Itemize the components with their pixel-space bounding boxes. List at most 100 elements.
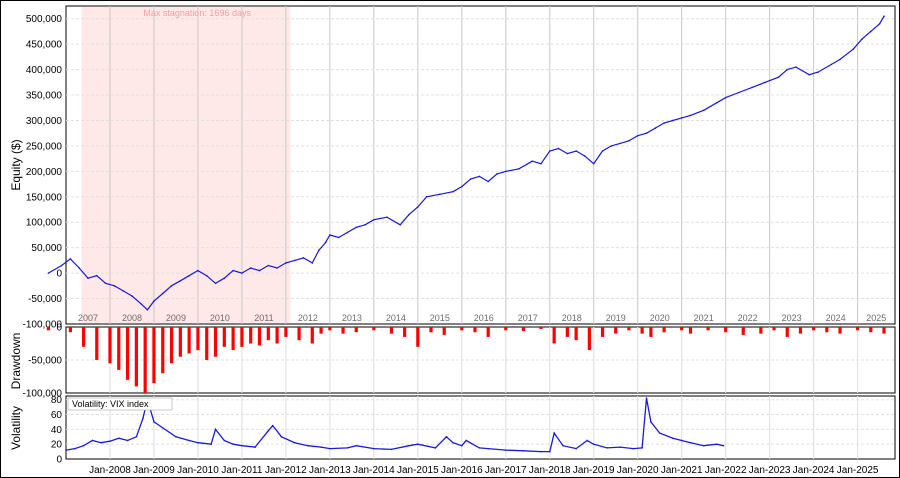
volatility-point bbox=[197, 441, 199, 444]
y-tick-label: 100,000 bbox=[26, 218, 63, 229]
equity-point bbox=[830, 63, 833, 66]
volatility-point bbox=[408, 444, 410, 447]
equity-point bbox=[496, 173, 498, 175]
equity-point bbox=[104, 282, 107, 285]
equity-point bbox=[276, 267, 278, 269]
equity-point bbox=[223, 277, 226, 280]
year-label: 2007 bbox=[78, 313, 98, 323]
drawdown-y-ticks: -100,000 -50,000 0 bbox=[23, 323, 63, 400]
equity-point bbox=[716, 101, 718, 104]
equity-point bbox=[452, 190, 454, 193]
equity-y-axis-label: Equity ($) bbox=[9, 139, 23, 190]
equity-point bbox=[78, 267, 80, 269]
volatility-grid bbox=[66, 396, 895, 459]
year-label: 2023 bbox=[782, 313, 802, 323]
volatility-point bbox=[650, 421, 652, 423]
drawdown-bar bbox=[442, 327, 446, 335]
drawdown-bar bbox=[600, 327, 605, 337]
year-label: 2024 bbox=[826, 313, 846, 323]
drawdown-bar bbox=[81, 327, 86, 347]
x-tick-label: Jan-2009 bbox=[133, 465, 175, 476]
drawdown-bar bbox=[680, 327, 684, 331]
drawdown-bar bbox=[341, 327, 345, 334]
y-tick-label: 20 bbox=[51, 440, 63, 451]
volatility-point bbox=[188, 439, 190, 442]
volatility-point bbox=[100, 441, 102, 444]
drawdown-bar bbox=[706, 327, 710, 331]
equity-point bbox=[786, 68, 789, 71]
equity-point bbox=[95, 274, 98, 277]
equity-point bbox=[205, 274, 208, 277]
year-label: 2013 bbox=[342, 313, 362, 323]
equity-point bbox=[601, 150, 604, 152]
x-tick-label: Jan-2011 bbox=[221, 465, 262, 476]
drawdown-bar bbox=[152, 327, 156, 384]
y-tick-label: 400,000 bbox=[26, 65, 63, 76]
equity-point bbox=[680, 117, 683, 119]
equity-point bbox=[425, 196, 428, 198]
drawdown-bar bbox=[275, 327, 279, 344]
equity-point bbox=[636, 134, 639, 137]
x-tick-label: Jan-2017 bbox=[485, 465, 527, 476]
equity-point bbox=[232, 269, 234, 272]
equity-point bbox=[817, 71, 819, 73]
y-tick-label: 80 bbox=[51, 395, 63, 406]
volatility-point bbox=[153, 421, 155, 423]
drawdown-bar bbox=[108, 327, 112, 364]
drawdown-bar bbox=[389, 327, 394, 334]
drawdown-bar bbox=[403, 327, 407, 337]
drawdown-bar bbox=[222, 327, 226, 347]
volatility-point bbox=[575, 447, 577, 450]
equity-point bbox=[808, 73, 811, 76]
x-tick-label: Jan-2018 bbox=[529, 465, 571, 476]
x-tick-label: Jan-2008 bbox=[89, 465, 131, 476]
x-tick-label: Jan-2024 bbox=[793, 465, 835, 476]
volatility-point bbox=[117, 437, 120, 440]
drawdown-bar bbox=[319, 327, 323, 334]
drawdown-bar bbox=[205, 327, 209, 360]
equity-point bbox=[628, 140, 630, 142]
equity-point bbox=[738, 91, 740, 94]
equity-point bbox=[113, 285, 116, 287]
equity-point bbox=[469, 178, 472, 180]
equity-points bbox=[47, 15, 885, 311]
volatility-point bbox=[320, 446, 322, 448]
equity-point bbox=[302, 257, 305, 259]
volatility-y-ticks: 0 20 40 60 80 bbox=[51, 395, 63, 465]
year-label: 2021 bbox=[694, 313, 714, 323]
drawdown-bar bbox=[284, 327, 288, 337]
y-tick-label: 60 bbox=[51, 410, 63, 421]
year-label: 2009 bbox=[166, 313, 186, 323]
equity-y-ticks: -100,000 -50,000 0 50,000 100,000 150,000 200,… bbox=[23, 14, 63, 330]
equity-point bbox=[654, 127, 657, 129]
x-tick-label: Jan-2013 bbox=[309, 465, 351, 476]
equity-point bbox=[318, 249, 320, 252]
equity-point bbox=[557, 147, 560, 150]
volatility-point bbox=[390, 448, 393, 451]
x-tick-label: Jan-2023 bbox=[749, 465, 791, 476]
volatility-point bbox=[223, 439, 226, 442]
drawdown-bar bbox=[838, 327, 842, 334]
drawdown-bar bbox=[134, 327, 138, 387]
equity-point bbox=[461, 185, 463, 188]
volatility-point bbox=[373, 447, 375, 450]
volatility-point bbox=[672, 437, 674, 440]
equity-point bbox=[214, 282, 217, 285]
drawdown-bar bbox=[565, 327, 569, 337]
y-tick-label: 500,000 bbox=[26, 14, 63, 25]
volatility-point bbox=[716, 443, 718, 445]
y-tick-label: 0 bbox=[56, 455, 62, 466]
x-tick-label: Jan-2016 bbox=[441, 465, 483, 476]
y-tick-label: 350,000 bbox=[26, 91, 63, 102]
drawdown-bar bbox=[812, 327, 816, 331]
volatility-point bbox=[210, 443, 212, 445]
equity-point bbox=[839, 58, 841, 61]
equity-point bbox=[592, 162, 595, 165]
equity-point bbox=[777, 76, 780, 79]
x-tick-label: Jan-2022 bbox=[705, 465, 747, 476]
equity-point bbox=[439, 193, 441, 196]
equity-point bbox=[610, 145, 613, 147]
volatility-point bbox=[632, 447, 635, 450]
equity-point bbox=[870, 30, 872, 33]
